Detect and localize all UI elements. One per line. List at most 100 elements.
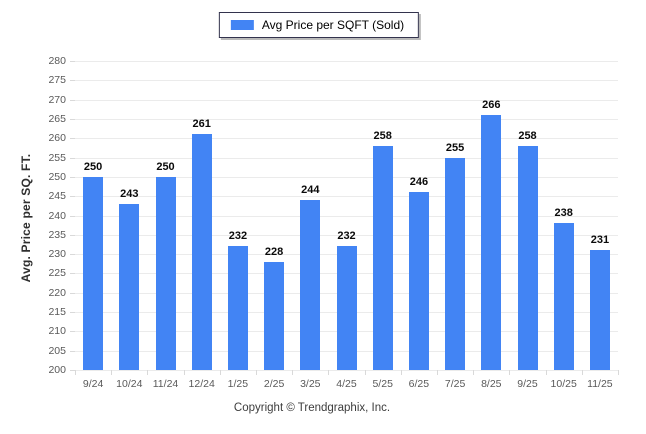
bar-12/24	[191, 134, 212, 370]
bar-11/24	[155, 176, 176, 370]
x-tick-label: 1/25	[227, 378, 249, 390]
y-axis-tick	[70, 157, 75, 159]
x-axis-tick	[75, 370, 76, 375]
x-tick-label: 9/24	[82, 378, 104, 390]
gridline	[75, 80, 618, 82]
bar-value-label: 244	[301, 184, 320, 197]
x-axis-tick	[292, 370, 294, 375]
gridline	[75, 61, 618, 62]
x-tick-label: 10/25	[550, 378, 577, 390]
y-tick-label: 215	[48, 306, 66, 319]
y-tick-label: 265	[48, 112, 66, 125]
x-axis-tick	[509, 370, 511, 375]
bar-3/25	[300, 200, 321, 370]
bar-9/24	[83, 176, 104, 370]
x-tick-label: 4/25	[336, 378, 357, 390]
y-axis-tick	[70, 254, 75, 256]
x-axis-tick	[473, 370, 475, 375]
x-tick-label: 10/24	[116, 378, 143, 390]
x-tick-label: 7/25	[444, 378, 466, 390]
y-tick-label: 250	[48, 170, 66, 183]
x-tick-label: 9/25	[517, 378, 538, 390]
y-tick-label: 270	[48, 93, 66, 106]
bar-value-label: 228	[264, 245, 284, 258]
bar-value-label: 243	[120, 187, 139, 200]
plot-area: 200 205 210 215 220 225 230 235 240 245 250 255 260 2…	[48, 55, 619, 390]
gridline	[75, 196, 618, 198]
bar-value-label: 231	[590, 234, 610, 247]
bar-2/25	[264, 261, 285, 370]
bar-6/25	[408, 192, 429, 370]
y-tick-label: 200	[48, 364, 66, 376]
x-axis-tick	[364, 370, 366, 375]
bar-value-label: 255	[445, 141, 465, 154]
x-axis-tick	[183, 370, 185, 375]
y-tick-label: 225	[48, 267, 66, 280]
x-tick-label: 2/25	[263, 378, 285, 390]
y-tick-label: 230	[48, 248, 66, 261]
x-axis-tick	[328, 370, 330, 375]
y-axis-tick	[70, 331, 75, 333]
x-axis-tick	[219, 370, 221, 375]
y-axis-tick	[70, 99, 75, 101]
bar-value-label: 266	[482, 99, 501, 112]
x-axis-tick	[581, 370, 583, 375]
y-axis-tick	[70, 234, 75, 236]
gridline	[75, 118, 618, 120]
gridline	[75, 138, 618, 140]
gridline	[75, 215, 618, 217]
y-axis-tick	[70, 350, 75, 352]
y-tick-label: 220	[48, 286, 66, 299]
x-axis-tick	[545, 370, 547, 375]
bar-value-label: 238	[554, 207, 573, 220]
y-axis-tick	[70, 61, 75, 62]
y-tick-label: 255	[48, 151, 66, 164]
gridline	[75, 157, 618, 159]
y-tick-label: 260	[48, 132, 66, 145]
bar-4/25	[336, 246, 357, 370]
bar-value-label: 258	[518, 129, 537, 142]
bar-8/25	[481, 115, 502, 370]
bar-value-label: 258	[373, 129, 392, 142]
x-tick-label: 11/24	[152, 378, 179, 390]
bar-7/25	[445, 157, 466, 370]
bar-value-label: 250	[156, 160, 175, 173]
x-axis-tick	[256, 370, 257, 375]
gridline	[75, 370, 618, 371]
legend-swatch-icon	[230, 20, 254, 30]
y-axis-tick	[70, 273, 75, 275]
bar-10/24	[119, 203, 140, 370]
x-tick-label: 6/25	[408, 378, 430, 390]
legend: Avg Price per SQFT (Sold)	[218, 12, 420, 38]
y-axis-tick	[70, 215, 75, 217]
bar-9/25	[517, 145, 538, 370]
y-axis-tick	[70, 80, 75, 82]
y-tick-label: 280	[48, 55, 66, 67]
bar-5/25	[372, 145, 393, 370]
bar-11/25	[589, 250, 610, 370]
x-axis-tick	[111, 370, 113, 375]
bar-1/25	[227, 246, 248, 370]
x-tick-label: 12/24	[188, 378, 215, 390]
y-axis-tick	[70, 176, 75, 178]
gridline	[75, 99, 618, 101]
y-tick-label: 210	[48, 325, 66, 338]
bar-value-label: 232	[337, 230, 356, 243]
y-tick-label: 240	[48, 209, 66, 222]
y-tick-label: 275	[48, 74, 66, 87]
x-axis-tick	[618, 370, 619, 375]
x-axis-tick	[400, 370, 402, 375]
bar-value-label: 232	[228, 230, 248, 243]
y-axis-tick	[70, 292, 75, 294]
y-axis-tick	[70, 138, 75, 140]
y-tick-label: 205	[48, 344, 66, 357]
x-tick-label: 3/25	[300, 378, 321, 390]
gridline	[75, 176, 618, 178]
x-tick-label: 8/25	[481, 378, 502, 390]
bar-value-label: 250	[83, 160, 103, 173]
y-tick-label: 245	[48, 190, 66, 203]
legend-label: Avg Price per SQFT (Sold)	[261, 18, 405, 32]
copyright-text: Copyright © Trendgraphix, Inc.	[233, 402, 391, 414]
x-axis-tick	[147, 370, 149, 375]
